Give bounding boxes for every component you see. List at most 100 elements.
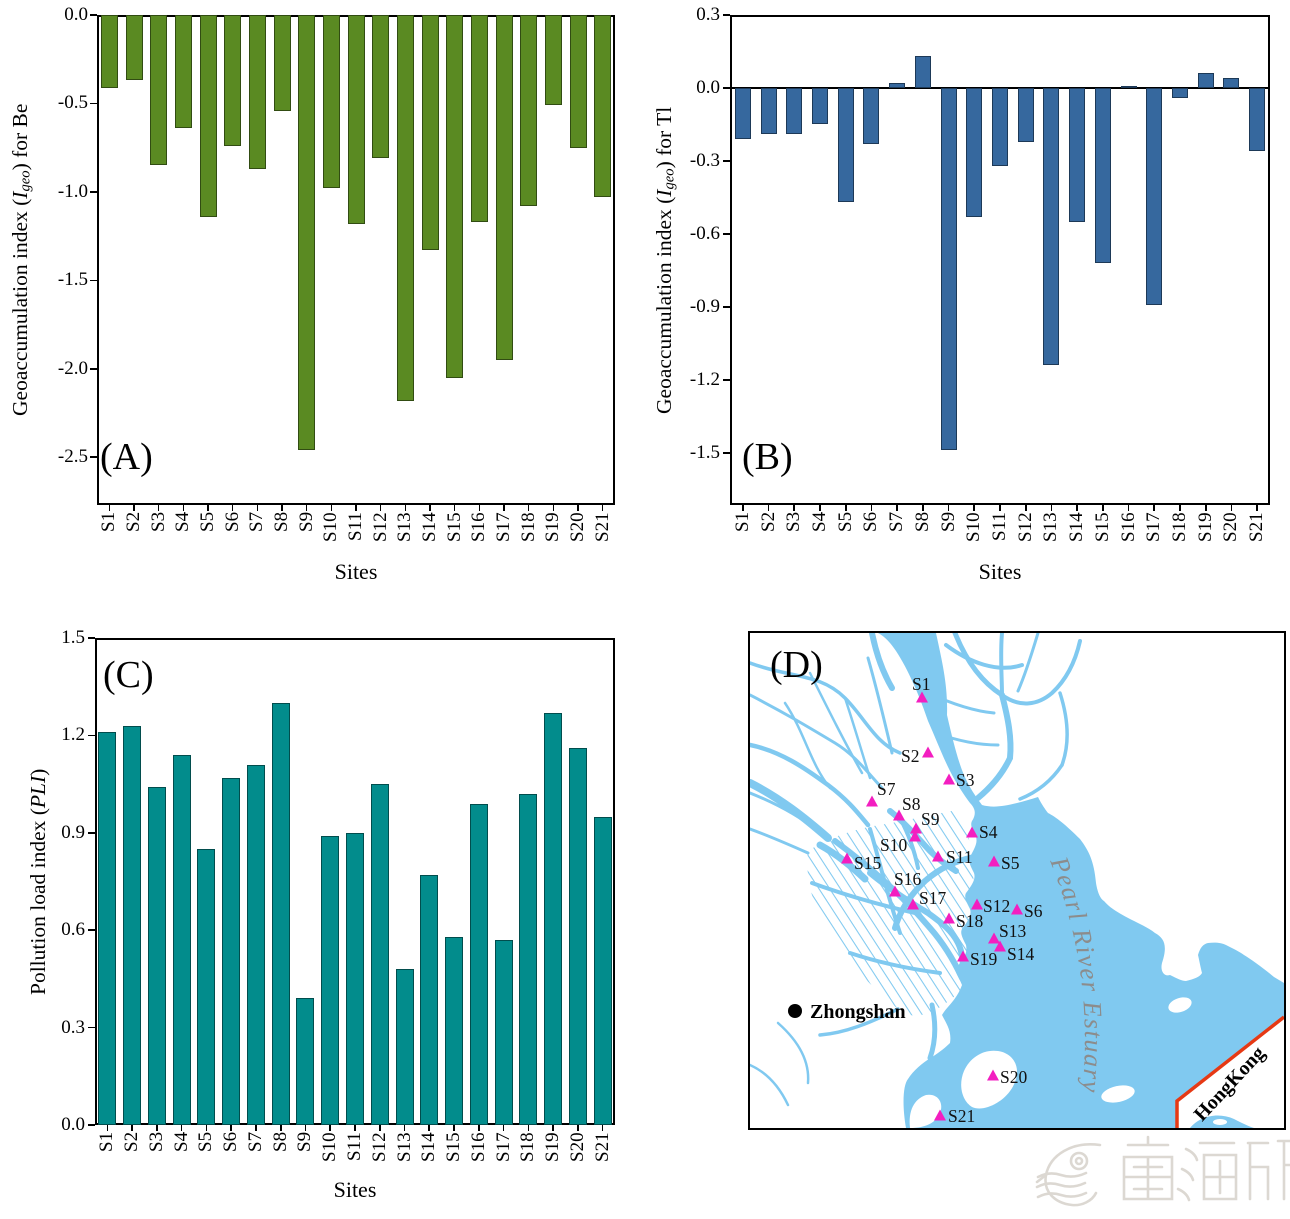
y-tick [88, 637, 95, 639]
site-label-s2: S2 [901, 746, 919, 766]
bar-S10 [966, 87, 983, 217]
y-tick-label: -0.5 [57, 92, 88, 114]
bar-S9 [298, 15, 316, 451]
x-tick [478, 505, 481, 511]
x-tick-label: S6 [860, 512, 882, 533]
bar-S20 [1223, 78, 1240, 88]
x-tick [453, 1125, 455, 1131]
site-marker-s16 [889, 885, 901, 897]
y-tick [90, 191, 97, 193]
bar-S2 [125, 15, 143, 81]
river-network-northeast [926, 633, 1082, 801]
watermark-text: 南海所 [1115, 1138, 1290, 1219]
y-tick [723, 87, 730, 89]
x-tick-label: S7 [246, 512, 268, 533]
city-label-zhongshan: Zhongshan [810, 1001, 906, 1023]
bar-S19 [544, 712, 563, 1125]
x-tick [355, 505, 357, 511]
y-tick [90, 102, 97, 105]
x-tick-label: S16 [467, 1132, 489, 1162]
x-tick [552, 505, 555, 511]
x-tick-label: S19 [1194, 512, 1216, 542]
x-tick [304, 1125, 307, 1131]
y-tick-label: 0.9 [61, 821, 85, 843]
x-tick [793, 505, 796, 511]
x-tick [552, 1125, 554, 1131]
bar-S21 [1249, 87, 1266, 152]
x-tick [281, 505, 283, 511]
watermark-character-suo [1246, 1139, 1290, 1201]
city-layer: Zhongshan [788, 1001, 906, 1023]
bar-S15 [445, 936, 464, 1125]
x-tick [404, 505, 407, 511]
x-tick-label: S3 [145, 1132, 167, 1153]
x-tick [947, 505, 950, 511]
x-tick [1024, 505, 1027, 511]
bar-S13 [1043, 87, 1060, 366]
bar-S10 [322, 15, 340, 189]
ylabel-variable: I [8, 191, 32, 199]
site-marker-s19 [957, 950, 969, 962]
bar-S11 [347, 15, 365, 224]
x-tick-label: S7 [244, 1132, 266, 1153]
bar-S16 [469, 803, 488, 1125]
x-tick [305, 505, 308, 511]
bar-S11 [346, 832, 364, 1125]
bar-S4 [812, 87, 828, 125]
x-tick [478, 1125, 480, 1131]
y-axis-title-A: Geoaccumulation index (Igeo) for Be [8, 103, 34, 417]
x-tick-label: S17 [492, 1132, 514, 1162]
x-tick-label: S15 [443, 512, 465, 542]
bar-S4 [172, 754, 191, 1125]
x-tick [255, 1125, 257, 1131]
x-tick-label: S8 [271, 512, 292, 533]
x-tick-label: S9 [294, 1132, 316, 1153]
x-tick-label: S1 [96, 1132, 118, 1153]
x-tick [577, 1125, 579, 1131]
x-tick [106, 1125, 109, 1131]
x-tick-label: S2 [757, 512, 779, 533]
site-marker-s14 [994, 940, 1006, 952]
x-tick [180, 1125, 183, 1131]
bar-S13 [396, 15, 414, 401]
x-tick [870, 505, 873, 511]
y-tick-label: 1.2 [61, 724, 85, 746]
site-marker-s3 [943, 773, 955, 785]
bar-S13 [395, 969, 414, 1125]
x-tick [767, 505, 770, 511]
site-marker-s11 [932, 850, 944, 862]
bar-S17 [494, 939, 513, 1125]
x-tick [1256, 505, 1258, 511]
site-label-s21: S21 [948, 1106, 975, 1126]
site-marker-s18 [943, 912, 955, 924]
panel-letter-d: (D) [770, 644, 823, 686]
y-tick-label: 1.5 [61, 627, 85, 648]
x-tick [279, 1125, 282, 1131]
y-tick-label: -1.2 [689, 368, 720, 390]
x-tick [503, 505, 505, 511]
bar-S16 [1120, 85, 1137, 88]
y-tick-label: -2.0 [57, 357, 88, 379]
site-marker-s15 [841, 852, 853, 864]
ylabel-variable: PLI [26, 775, 50, 808]
panel-map-pearl-river-estuary: Pearl River Estuary Zhongshan HongKong S… [748, 631, 1286, 1130]
site-label-s16: S16 [894, 869, 921, 889]
x-tick [502, 1125, 505, 1131]
x-tick-label: S8 [269, 1132, 291, 1153]
x-tick [378, 1125, 381, 1131]
x-tick-label: S20 [567, 512, 588, 542]
site-label-s4: S4 [979, 822, 998, 842]
bar-S2 [123, 725, 142, 1125]
bar-S14 [420, 875, 439, 1125]
bar-S19 [1197, 73, 1214, 88]
x-axis-title-A: Sites [334, 559, 378, 584]
site-marker-s6 [1011, 903, 1023, 915]
bar-S12 [370, 784, 389, 1125]
site-label-s5: S5 [1001, 853, 1020, 873]
y-tick-label: 0.0 [61, 1114, 85, 1135]
x-tick-label: S4 [170, 1132, 192, 1153]
x-tick-label: S18 [517, 1132, 539, 1162]
x-tick-label: S13 [393, 1132, 415, 1162]
x-tick-label: S17 [1143, 512, 1165, 542]
x-tick [428, 1125, 431, 1131]
